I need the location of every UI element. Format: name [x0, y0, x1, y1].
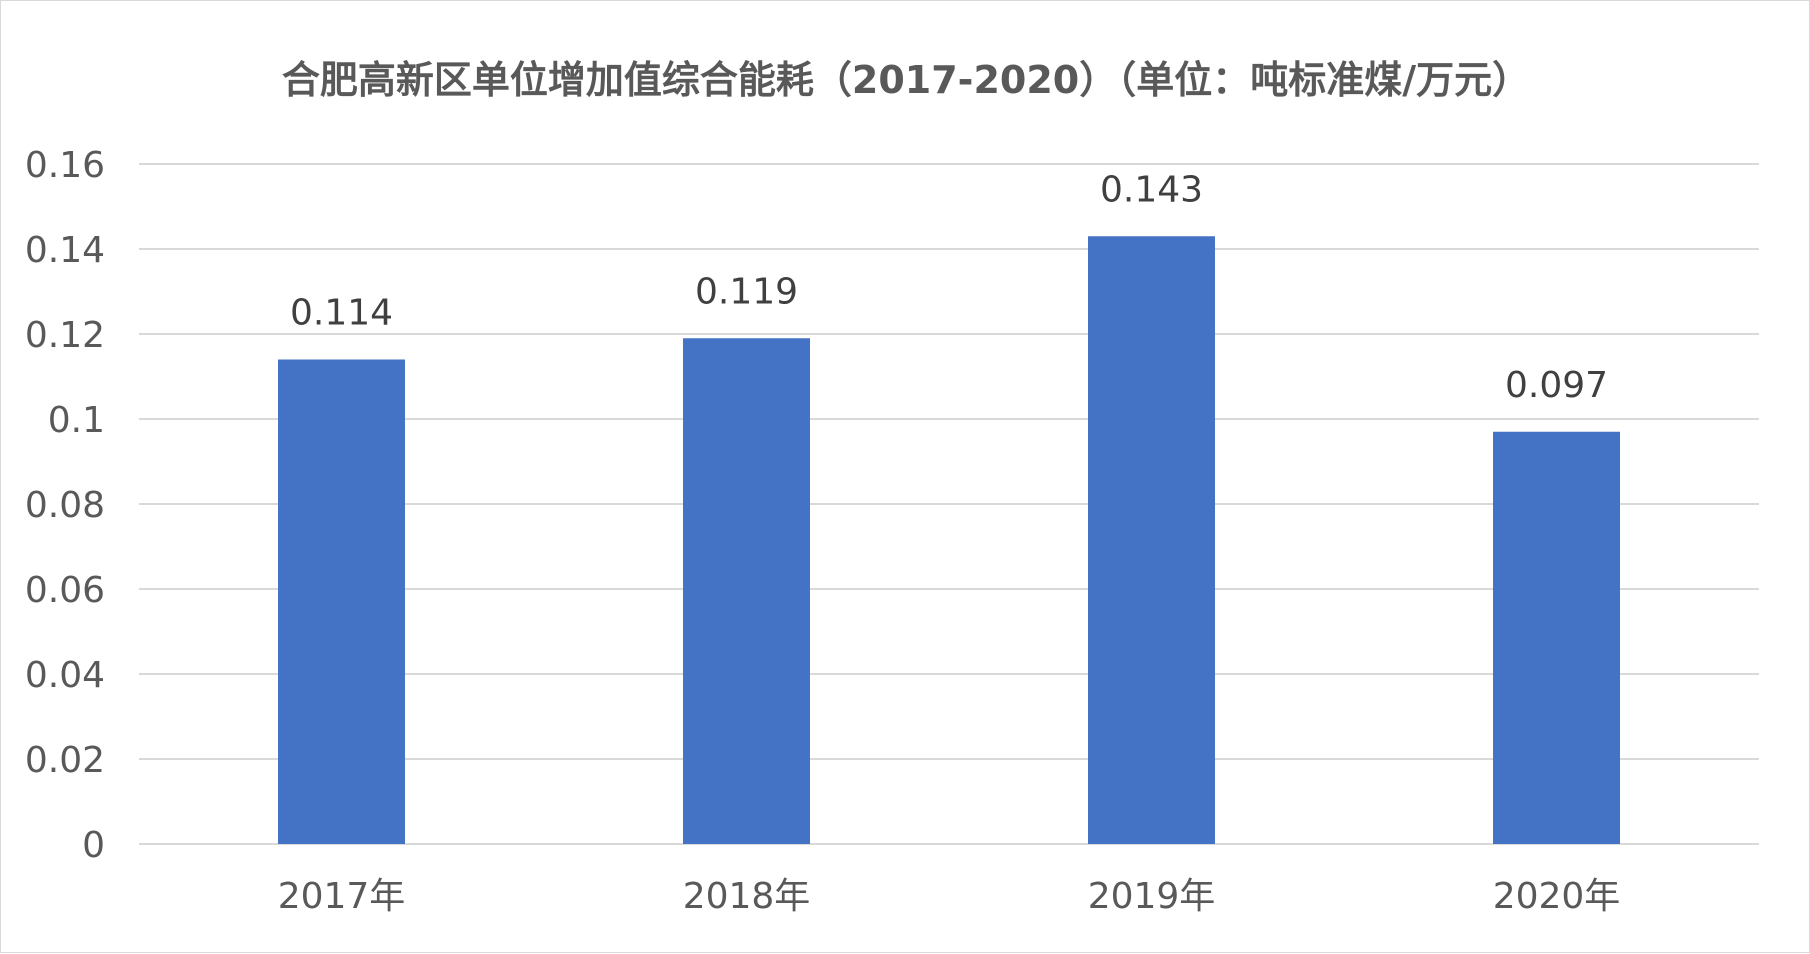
y-tick-label: 0.06: [25, 570, 105, 611]
x-tick-label: 2019年: [1088, 876, 1216, 917]
data-labels: 0.114 0.119 0.143 0.097: [290, 169, 1608, 406]
y-tick-label: 0.12: [25, 315, 105, 356]
data-label: 0.143: [1100, 169, 1203, 210]
bar: [1088, 236, 1215, 844]
y-tick-label: 0.1: [48, 400, 105, 441]
gridlines: [139, 163, 1759, 845]
chart-title: 合肥高新区单位增加值综合能耗（2017-2020）（单位：吨标准煤/万元）: [281, 58, 1531, 102]
data-label: 0.097: [1505, 365, 1608, 406]
y-tick-label: 0: [82, 825, 105, 866]
bar: [1493, 431, 1620, 844]
x-tick-label: 2017年: [278, 876, 406, 917]
y-tick-label: 0.14: [25, 230, 105, 271]
y-tick-label: 0.08: [25, 485, 105, 526]
bar: [278, 359, 405, 844]
data-label: 0.119: [695, 271, 798, 312]
x-axis-ticks: 2017年 2018年 2019年 2020年: [278, 876, 1621, 917]
x-tick-label: 2020年: [1493, 876, 1621, 917]
bars: [278, 236, 1620, 844]
y-tick-label: 0.02: [25, 740, 105, 781]
x-tick-label: 2018年: [683, 876, 811, 917]
bar: [683, 338, 810, 844]
y-axis-ticks: 0 0.02 0.04 0.06 0.08 0.1 0.12 0.14 0.16: [25, 145, 105, 866]
y-tick-label: 0.16: [25, 145, 105, 186]
data-label: 0.114: [290, 293, 393, 334]
y-tick-label: 0.04: [25, 655, 105, 696]
